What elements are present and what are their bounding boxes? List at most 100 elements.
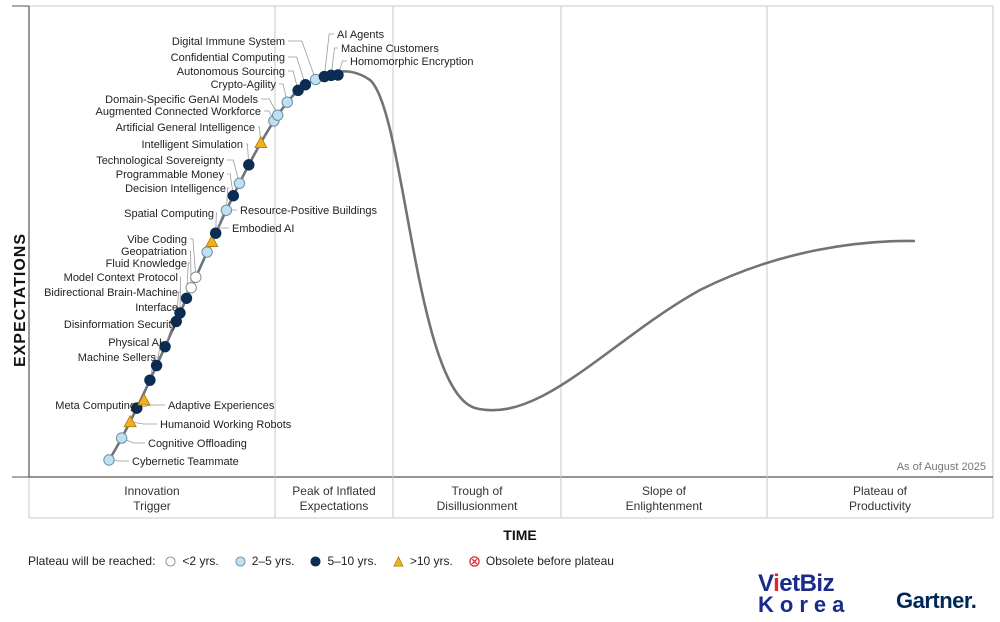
- marker-triangle: [205, 234, 219, 247]
- legend-item-2to5: 2–5 yrs.: [235, 554, 295, 568]
- technology-label: Cognitive Offloading: [148, 438, 247, 450]
- technology-label-line2: Interface: [135, 302, 178, 314]
- legend-label: <2 yrs.: [182, 554, 219, 568]
- marker-circle: [185, 282, 197, 294]
- phase-label: Slope of: [642, 484, 687, 498]
- legend-item-5to10: 5–10 yrs.: [310, 554, 377, 568]
- phase-label: Peak of Inflated: [292, 484, 375, 498]
- leader-line: [227, 173, 234, 196]
- marker-circle: [150, 359, 163, 372]
- hype-curve: [107, 70, 916, 461]
- phase-label: Trough of: [452, 484, 504, 498]
- legend-title: Plateau will be reached:: [28, 554, 156, 568]
- technology-label: Model Context Protocol: [64, 272, 178, 284]
- gartner-logo: Gartner.: [896, 588, 977, 613]
- marker-triangle: [123, 414, 137, 428]
- marker-circle: [131, 402, 143, 414]
- technology-label: Resource-Positive Buildings: [240, 205, 377, 217]
- phase-label: Productivity: [849, 499, 911, 513]
- technology-label: Vibe Coding: [127, 234, 187, 246]
- technology-label: Crypto-Agility: [211, 79, 277, 91]
- phase-label: Enlightenment: [626, 499, 703, 513]
- technology-label: Technological Sovereignty: [96, 155, 224, 167]
- technology-labels: Cybernetic Teammate Cognitive Offloading H…: [44, 29, 473, 468]
- leader-line: [288, 70, 299, 91]
- phase-label: Plateau of: [853, 484, 908, 498]
- leader-line: [215, 212, 217, 234]
- technology-label: Digital Immune System: [172, 36, 285, 48]
- leader-line: [225, 187, 229, 211]
- legend-circle-white-icon: [165, 555, 176, 567]
- leader-line: [288, 56, 306, 85]
- phase-label: Innovation: [124, 484, 179, 498]
- technology-label: Cybernetic Teammate: [132, 456, 239, 468]
- marker-circle: [115, 432, 128, 444]
- legend-label: 2–5 yrs.: [251, 554, 295, 568]
- phase-label: Disillusionment: [437, 499, 518, 513]
- technology-label: Artificial General Intelligence: [116, 122, 255, 134]
- phase-label: Trigger: [133, 499, 171, 513]
- technology-label: Meta Computing: [55, 400, 136, 412]
- as-of-note: As of August 2025: [897, 461, 986, 473]
- leader-line: [288, 40, 316, 80]
- technology-label: Bidirectional Brain-Machine: [44, 287, 178, 299]
- leader-line: [246, 143, 250, 165]
- technology-label: Decision Intelligence: [125, 183, 226, 195]
- marker-circle: [227, 190, 240, 202]
- legend: Plateau will be reached: <2 yrs. 2–5 yrs…: [28, 554, 630, 568]
- leader-line: [179, 276, 181, 314]
- technology-label: Domain-Specific GenAI Models: [105, 94, 258, 106]
- chart-frame: [12, 5, 994, 519]
- technology-label: Embodied AI: [232, 223, 294, 235]
- phase-label: Expectations: [300, 499, 369, 513]
- technology-label: Autonomous Sourcing: [177, 66, 285, 78]
- legend-label: >10 yrs.: [409, 554, 453, 568]
- technology-label: Confidential Computing: [171, 52, 285, 64]
- leader-line: [330, 47, 338, 76]
- leader-line: [279, 83, 288, 103]
- technology-label: Disinformation Security: [64, 319, 178, 331]
- marker-circle: [332, 69, 344, 81]
- technology-label: Programmable Money: [116, 169, 225, 181]
- leader-line: [190, 238, 197, 278]
- legend-item-obsolete: Obsolete before plateau: [469, 554, 614, 568]
- technology-label: Geopatriation: [121, 246, 187, 258]
- marker-circle: [201, 246, 213, 258]
- legend-label: Obsolete before plateau: [485, 554, 614, 568]
- technology-label: Augmented Connected Workforce: [96, 106, 262, 118]
- marker-circle: [243, 159, 255, 171]
- marker-circle: [281, 96, 293, 108]
- technology-label: Homomorphic Encryption: [350, 56, 474, 68]
- technology-label: Humanoid Working Robots: [160, 419, 292, 431]
- marker-circle: [233, 177, 246, 190]
- legend-label: 5–10 yrs.: [327, 554, 377, 568]
- legend-obsolete-x-icon: [469, 555, 480, 567]
- marker-triangle: [254, 135, 268, 149]
- technology-label: Adaptive Experiences: [168, 400, 275, 412]
- technology-label: Machine Customers: [341, 43, 439, 55]
- technology-label: Fluid Knowledge: [106, 258, 187, 270]
- legend-circle-light-blue-icon: [235, 555, 246, 567]
- technology-label: Physical AI: [108, 337, 162, 349]
- marker-circle: [159, 340, 171, 353]
- marker-circle: [272, 109, 284, 121]
- legend-item-gt10: >10 yrs.: [393, 554, 453, 568]
- legend-circle-navy-icon: [310, 555, 322, 567]
- leader-line: [323, 33, 334, 77]
- leader-line: [227, 159, 240, 184]
- technology-markers: [103, 69, 344, 466]
- technology-label: Intelligent Simulation: [141, 139, 243, 151]
- legend-triangle-icon: [393, 555, 404, 566]
- y-axis-label: EXPECTATIONS: [12, 233, 29, 367]
- marker-circle: [209, 227, 222, 239]
- marker-circle: [144, 374, 156, 386]
- vietbiz-korea-logo: VietBiz Korea: [758, 570, 851, 617]
- leader-line: [261, 98, 279, 116]
- x-axis-label: TIME: [503, 527, 536, 543]
- technology-label: AI Agents: [337, 29, 385, 41]
- marker-circle: [190, 271, 202, 283]
- legend-item-lt2: <2 yrs.: [165, 554, 219, 568]
- technology-label: Machine Sellers: [78, 352, 157, 364]
- marker-circle: [299, 79, 312, 91]
